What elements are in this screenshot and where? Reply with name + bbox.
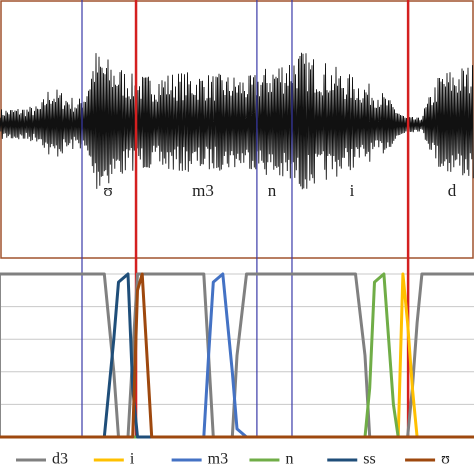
phoneme-label: m3 [192,181,214,200]
waveform: ʊ m3 n i d [0,52,474,200]
waveform-trace [0,52,474,190]
legend-label: m3 [208,451,228,468]
legend-label: d3 [52,451,68,468]
legend-label: n [285,451,293,468]
series-line [0,272,474,439]
phoneme-label: ʊ [103,181,112,200]
legend-label: ʊ [441,451,450,468]
legend-label: i [130,451,135,468]
legend: d3 i m3 n ss ʊ [16,451,450,468]
phoneme-label: i [350,181,355,200]
phoneme-label: n [268,181,277,200]
phoneme-label: d [448,181,457,200]
posterior-plot [0,0,474,439]
legend-label: ss [363,451,375,468]
